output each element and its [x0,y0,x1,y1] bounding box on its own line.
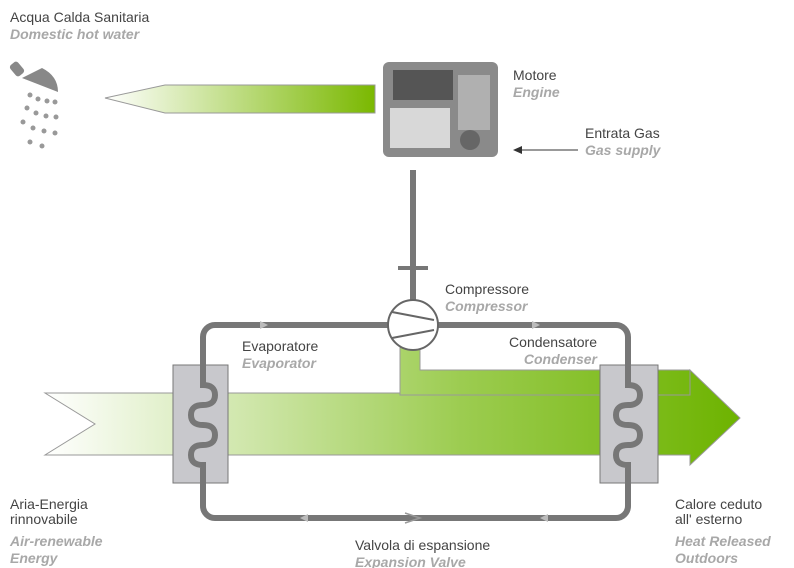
label-en: Heat Released [675,533,771,549]
label-it: Evaporatore [242,338,318,354]
label-it: Motore [513,67,557,83]
label-it: Compressore [445,281,529,297]
label-en: Energy [10,550,59,566]
label-it: Aria-Energia [10,496,88,512]
label-en: Outdoors [675,550,738,566]
label-it: Calore ceduto [675,496,762,512]
label-it: Condensatore [509,334,597,350]
label-en: Expansion Valve [355,554,466,568]
gas-arrowhead [513,146,522,154]
label-it: Valvola di espansione [355,537,490,553]
label-it: Acqua Calda Sanitaria [10,9,150,25]
label-en: Evaporator [242,355,317,371]
label-it: rinnovabile [10,511,78,527]
label-it: Entrata Gas [585,125,660,141]
hot-water-arrow [105,85,375,113]
label-en: Condenser [524,351,599,367]
compressor [388,300,438,350]
label-it: all' esterno [675,511,742,527]
label-en: Domestic hot water [10,26,141,42]
diagram: Acqua Calda SanitariaDomestic hot water M… [0,0,794,568]
label-en: Engine [513,84,560,100]
label-en: Air-renewable [9,533,103,549]
label-en: Gas supply [585,142,662,158]
shower-icon [9,60,59,148]
label-en: Compressor [445,298,529,314]
engine-icon [383,62,498,157]
